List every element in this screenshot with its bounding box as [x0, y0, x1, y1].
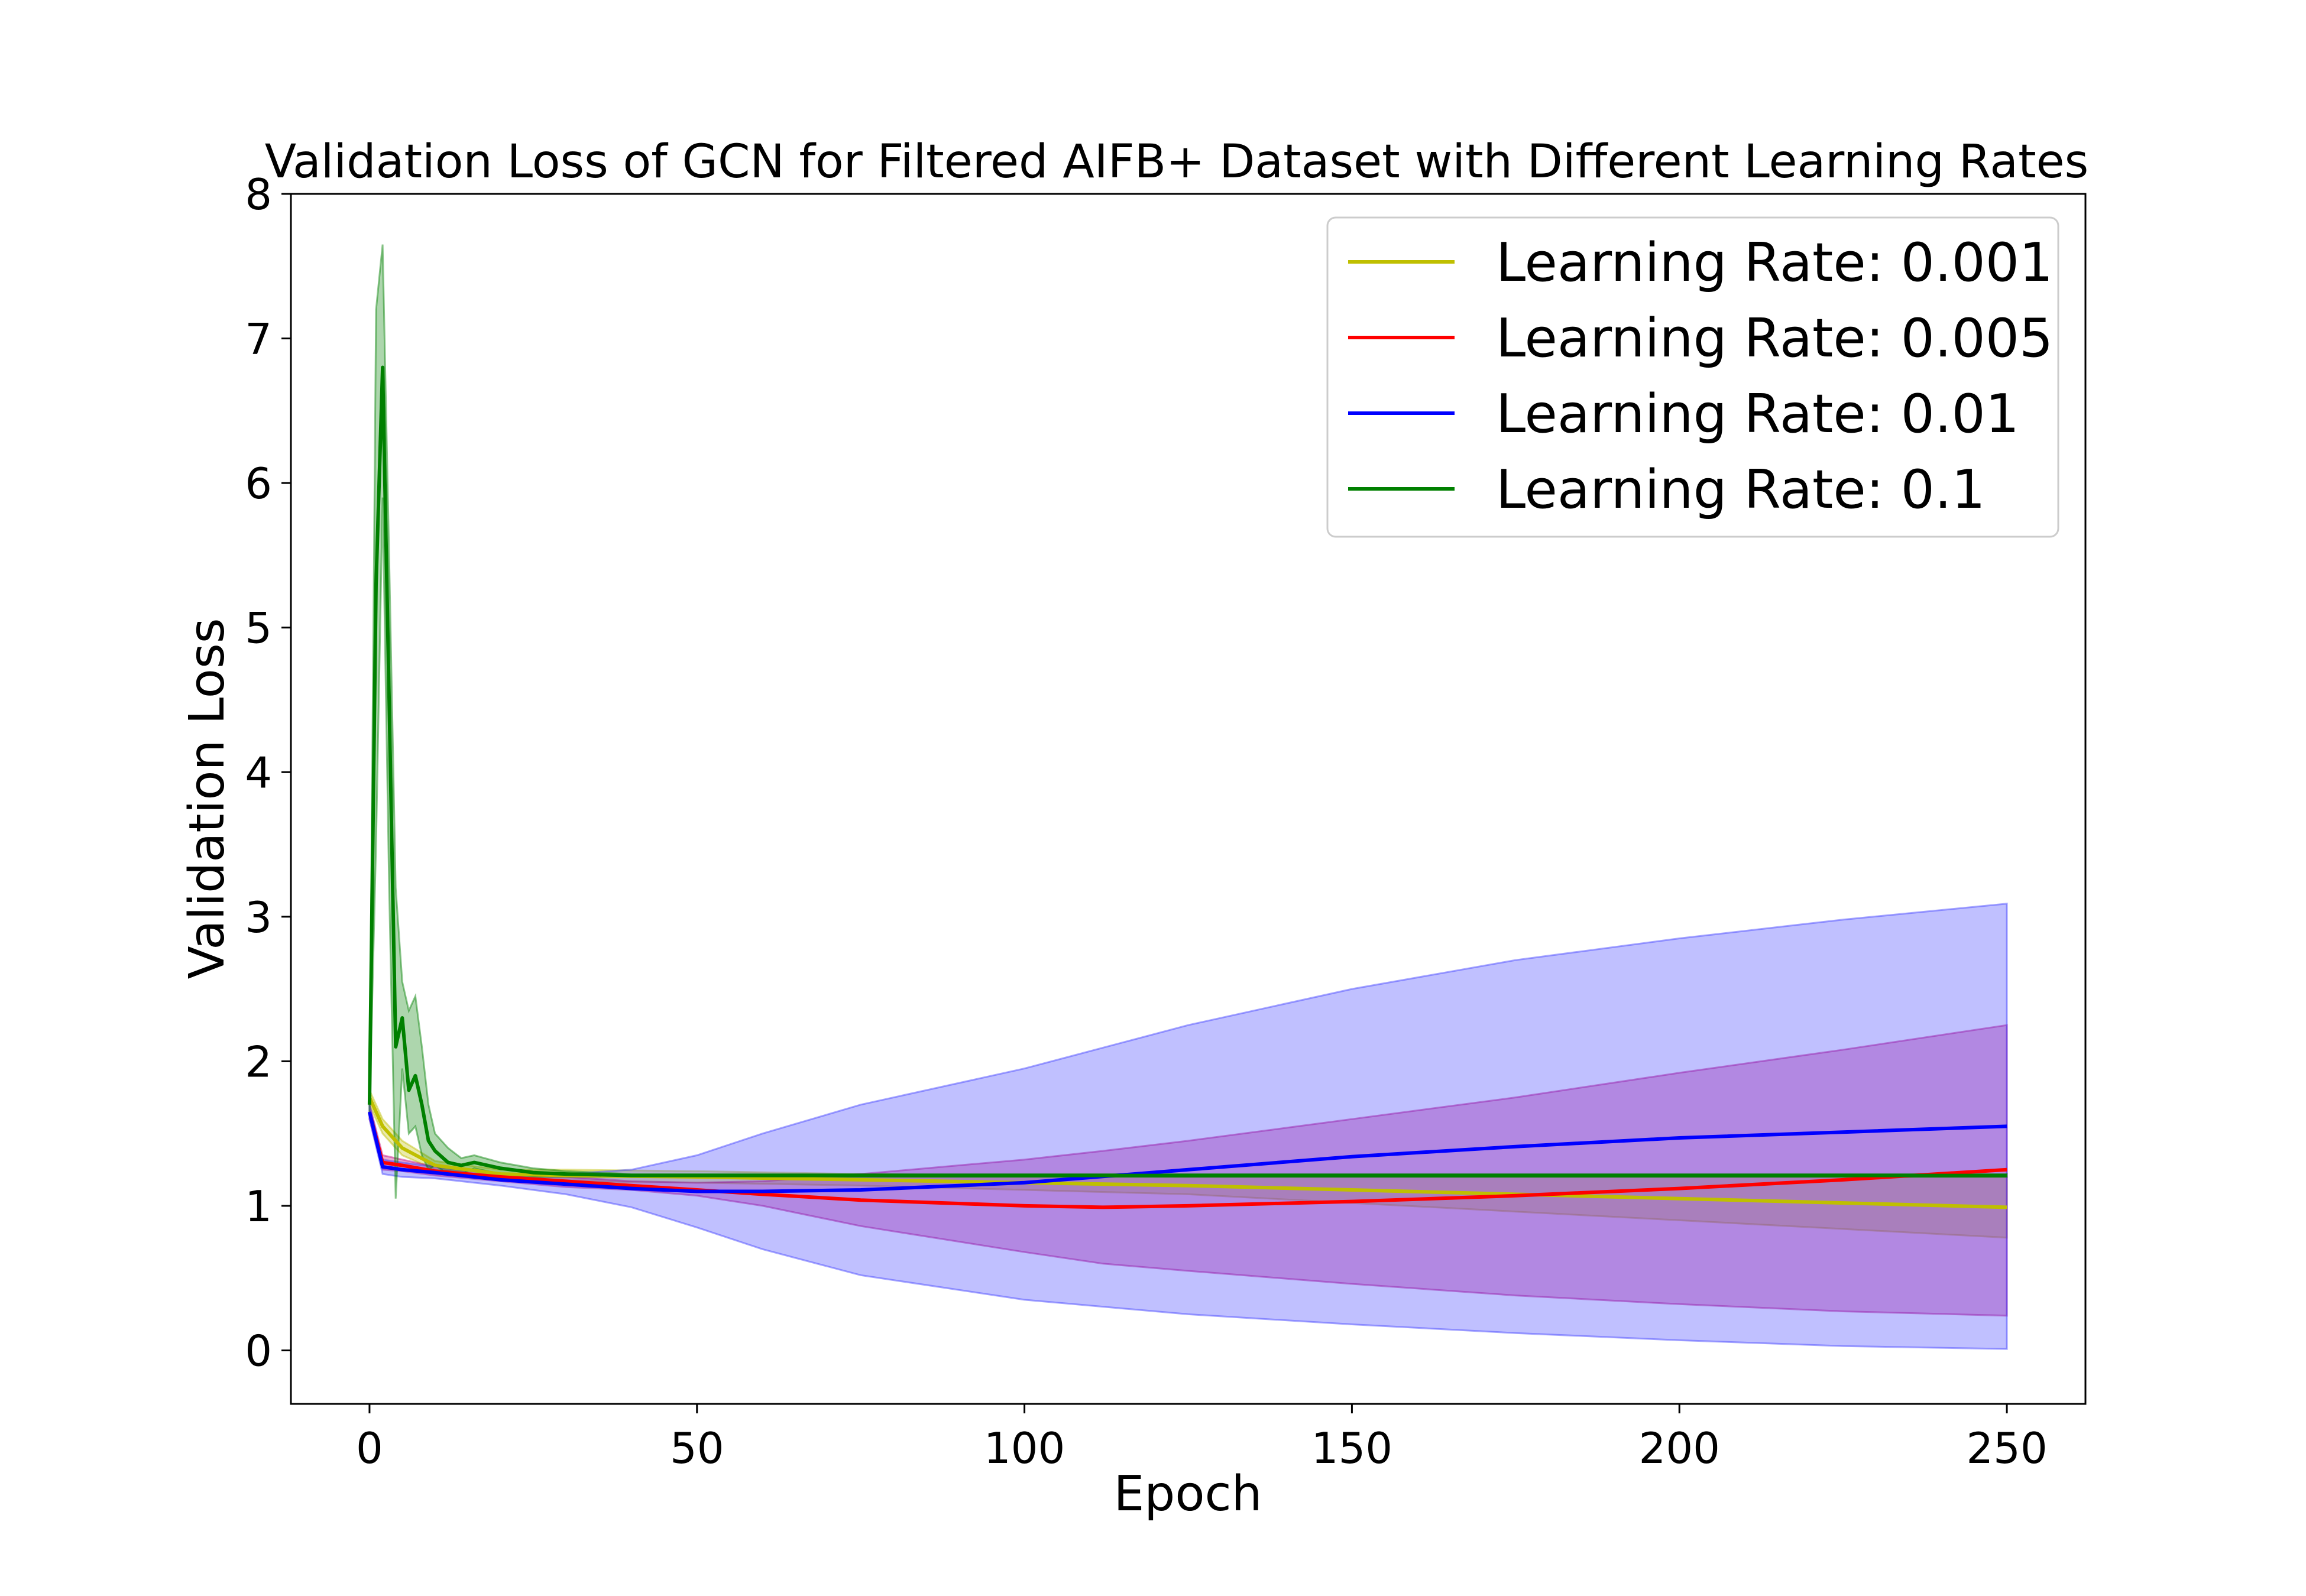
legend-label: Learning Rate: 0.005	[1496, 307, 2053, 369]
y-tick-label: 4	[245, 748, 272, 797]
y-tick-label: 6	[245, 459, 272, 508]
x-tick-label: 250	[1966, 1423, 2047, 1473]
y-tick-label: 5	[245, 604, 272, 653]
legend-label: Learning Rate: 0.001	[1496, 232, 2053, 294]
y-tick-label: 0	[245, 1326, 272, 1376]
y-axis-ticks: 0 1 2 3 4 5 6 7 8	[245, 170, 291, 1376]
legend-box	[1326, 216, 2059, 538]
x-tick-label: 200	[1639, 1423, 1720, 1473]
y-tick-label: 7	[245, 314, 272, 364]
legend-items: Learning Rate: 0.001 Learning Rate: 0.005…	[1348, 232, 2053, 521]
x-tick-label: 0	[356, 1423, 383, 1473]
line-series-3	[367, 1111, 2007, 1193]
y-tick-label: 1	[245, 1182, 272, 1231]
series-lines	[367, 365, 2007, 1209]
line-series-2	[367, 1111, 2007, 1209]
chart-title: Validation Loss of GCN for Filtered AIFB…	[265, 135, 2089, 189]
x-tick-label: 150	[1311, 1423, 1392, 1473]
x-tick-label: 100	[984, 1423, 1065, 1473]
y-tick-label: 2	[245, 1037, 272, 1086]
plot-area-frame	[290, 193, 2087, 1405]
y-tick-label: 3	[245, 893, 272, 942]
line-series-4	[367, 365, 2007, 1177]
y-tick-label: 8	[245, 170, 272, 219]
line-series-1	[368, 1097, 2007, 1209]
legend-label: Learning Rate: 0.1	[1496, 459, 1986, 521]
legend-label: Learning Rate: 0.01	[1496, 383, 2019, 445]
legend: Learning Rate: 0.001 Learning Rate: 0.005…	[1326, 216, 2059, 538]
y-axis-label: Validation Loss	[179, 618, 235, 979]
x-axis-label: Epoch	[1113, 1466, 1262, 1522]
x-tick-label: 50	[670, 1423, 724, 1473]
band-series-3	[368, 903, 2008, 1350]
x-axis-ticks: 0 50 100 150 200 250	[356, 1404, 2048, 1473]
